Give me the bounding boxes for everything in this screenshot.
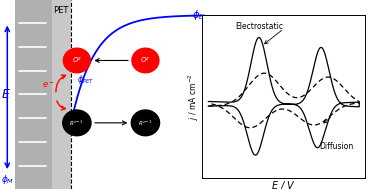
Text: PET: PET [53, 6, 69, 15]
Text: $\phi_M$: $\phi_M$ [1, 173, 14, 186]
Text: $\phi_L$: $\phi_L$ [192, 8, 204, 22]
Text: $O^z$: $O^z$ [140, 56, 151, 65]
Circle shape [63, 48, 91, 73]
Text: $E$: $E$ [1, 88, 11, 101]
Text: $R^{z-1}$: $R^{z-1}$ [69, 118, 85, 128]
Text: Electrostatic: Electrostatic [235, 22, 283, 31]
Text: $R^{z-1}$: $R^{z-1}$ [138, 118, 153, 128]
Text: $O^z$: $O^z$ [72, 56, 82, 65]
X-axis label: $E$ / V: $E$ / V [271, 179, 296, 189]
Text: $e^-$: $e^-$ [42, 80, 55, 90]
Bar [52, 0, 70, 189]
Y-axis label: $j$ / mA cm$^{-2}$: $j$ / mA cm$^{-2}$ [186, 73, 201, 120]
Bar [14, 0, 52, 189]
Circle shape [132, 48, 159, 73]
Text: $\phi_{PET}$: $\phi_{PET}$ [77, 73, 94, 86]
Text: Diffusion: Diffusion [319, 142, 353, 151]
Bar [0, 0, 62, 189]
Circle shape [131, 110, 160, 136]
Circle shape [63, 110, 91, 136]
